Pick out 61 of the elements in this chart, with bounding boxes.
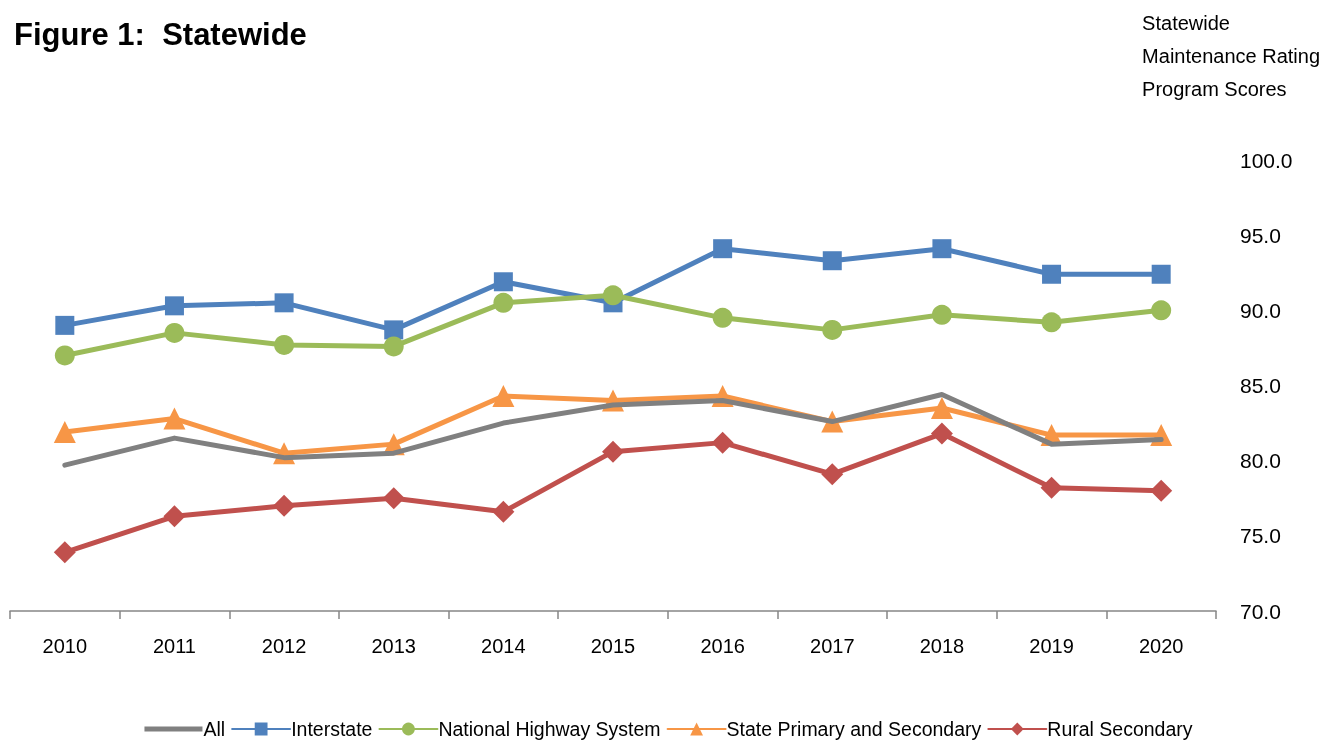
point [55,315,75,335]
legend-label: State Primary and Secondary [726,718,982,740]
point [382,487,405,510]
point [493,272,513,292]
legend-label: National Highway System [438,718,661,740]
point [821,463,844,486]
y-tick-label: 95.0 [1240,223,1281,247]
point [822,319,843,340]
point [1040,476,1063,499]
point [712,307,733,328]
point [163,505,186,528]
point [602,440,624,463]
point [54,345,75,366]
y-tick-label: 80.0 [1240,449,1281,473]
point [711,431,734,454]
chart-title: Figure 1: Statewide [14,17,307,52]
point [492,385,515,408]
point [822,251,842,271]
point [164,322,185,343]
point [1041,312,1062,333]
point [932,239,952,259]
legend-label: Rural Secondary [1047,718,1193,740]
y-tick-label: 90.0 [1240,298,1281,322]
point [383,336,404,357]
point [53,541,76,564]
legend-label: Interstate [291,718,373,740]
point [274,293,294,313]
x-tick-label: 2014 [481,635,526,657]
point [164,296,184,316]
point [274,334,295,355]
x-tick-label: 2017 [810,635,855,657]
point [53,421,76,444]
x-tick-label: 2016 [700,635,745,657]
point [493,292,514,313]
point [1151,264,1171,284]
point [930,397,953,420]
x-tick-label: 2010 [42,635,88,657]
point [163,407,186,430]
y-tick-label: 100.0 [1240,148,1293,172]
x-tick-label: 2011 [152,635,196,657]
y-tick-label: 85.0 [1240,374,1281,397]
point [1150,479,1173,502]
x-tick-label: 2013 [371,635,416,657]
point [930,422,953,445]
x-tick-label: 2012 [261,635,307,657]
y-tick-label: 70.0 [1240,599,1281,623]
x-tick-label: 2020 [1138,635,1184,657]
x-tick-label: 2019 [1029,635,1074,657]
point [1151,300,1172,321]
point [713,239,733,259]
point [384,320,404,340]
point [931,304,952,325]
point [603,285,623,306]
point [1042,264,1062,284]
x-tick-label: 2018 [919,635,965,657]
point [492,500,515,523]
legend-label: All [203,718,226,740]
y-tick-label: 75.0 [1240,524,1281,548]
point [273,494,296,517]
x-tick-label: 2015 [590,635,636,657]
y-axis-title: Statewide Maintenance Rating Program Scores [1142,11,1320,100]
